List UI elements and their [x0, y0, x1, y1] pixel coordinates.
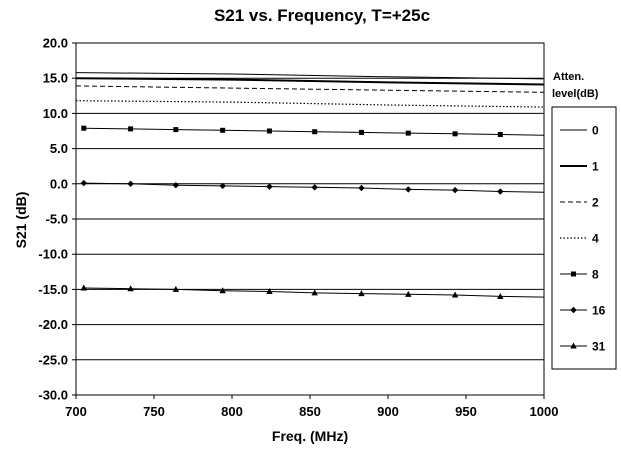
data-point-31	[358, 290, 365, 297]
legend-label-31: 31	[592, 340, 606, 354]
legend-title-line: Atten.	[553, 71, 584, 83]
legend-label-1: 1	[592, 160, 599, 174]
legend-label-2: 2	[592, 196, 599, 210]
data-point-8	[220, 127, 226, 133]
legend-marker-16	[570, 306, 577, 314]
y-tick-label: -25.0	[38, 352, 68, 367]
data-point-8	[452, 131, 458, 137]
data-point-31	[266, 288, 273, 295]
data-point-31	[311, 289, 318, 296]
legend-marker-8	[571, 271, 576, 277]
data-point-16	[266, 183, 273, 190]
y-tick-label: 5.0	[50, 141, 68, 156]
x-tick-label: 800	[221, 404, 243, 419]
legend-label-16: 16	[592, 304, 606, 318]
chart-title: S21 vs. Frequency, T=+25c	[214, 6, 430, 25]
series-line-0	[75, 72, 545, 80]
tick-labels: 20.0 15.0 10.0 5.0 0.0 -5.0 -10.0 -15.0 -20.0 -25…	[38, 36, 558, 420]
data-point-8	[128, 126, 134, 132]
data-point-8	[405, 130, 411, 136]
series-line-2	[75, 85, 545, 93]
data-point-16	[127, 180, 134, 187]
legend-label-0: 0	[592, 124, 599, 138]
x-tick-label: 750	[143, 404, 165, 419]
y-tick-label: 15.0	[43, 71, 68, 86]
x-tick-label: 900	[377, 404, 399, 419]
data-point-16	[497, 188, 504, 195]
data-point-16	[172, 182, 180, 189]
y-tick-label: -15.0	[38, 282, 68, 297]
legend-title-line: level(dB)	[552, 88, 599, 100]
legend-box	[551, 106, 617, 370]
data-point-31	[172, 285, 180, 292]
legend-title: Atten. level(dB)	[552, 71, 599, 100]
y-tick-label: -30.0	[38, 388, 68, 403]
data-point-31	[405, 290, 412, 297]
series-line-4	[75, 100, 545, 108]
y-tick-label: -5.0	[46, 212, 68, 227]
series-group	[75, 72, 545, 299]
data-point-8	[266, 128, 272, 134]
y-tick-label: 20.0	[43, 36, 68, 51]
y-axis-label: S21 (dB)	[13, 192, 29, 249]
data-point-31	[497, 292, 504, 299]
x-tick-label: 1000	[530, 404, 559, 419]
gridlines	[76, 42, 544, 396]
y-tick-label: 10.0	[43, 106, 68, 121]
data-point-31	[80, 284, 87, 291]
data-point-8	[358, 129, 364, 135]
data-point-8	[173, 127, 179, 133]
x-tick-label: 950	[455, 404, 477, 419]
data-point-31	[451, 291, 459, 298]
x-tick-label: 700	[65, 404, 87, 419]
data-point-16	[80, 179, 87, 187]
y-tick-label: 0.0	[50, 176, 68, 191]
data-point-8	[497, 132, 503, 138]
legend-label-4: 4	[592, 232, 599, 246]
data-point-16	[451, 186, 459, 194]
series-line-1	[75, 77, 545, 86]
x-tick-label: 850	[299, 404, 321, 419]
y-tick-label: -20.0	[38, 317, 68, 332]
x-axis-label: Freq. (MHz)	[272, 428, 348, 444]
legend-label-8: 8	[592, 268, 599, 282]
data-point-8	[312, 129, 318, 135]
data-point-8	[81, 125, 87, 131]
data-point-16	[219, 182, 226, 190]
legend: 0 1 2 4 8 16 31	[560, 124, 606, 354]
data-point-16	[358, 184, 365, 192]
data-point-16	[311, 184, 318, 191]
data-point-31	[127, 285, 134, 292]
legend-marker-31	[570, 342, 577, 349]
data-point-31	[219, 287, 226, 294]
data-point-16	[405, 186, 412, 193]
y-tick-label: -10.0	[38, 247, 68, 262]
